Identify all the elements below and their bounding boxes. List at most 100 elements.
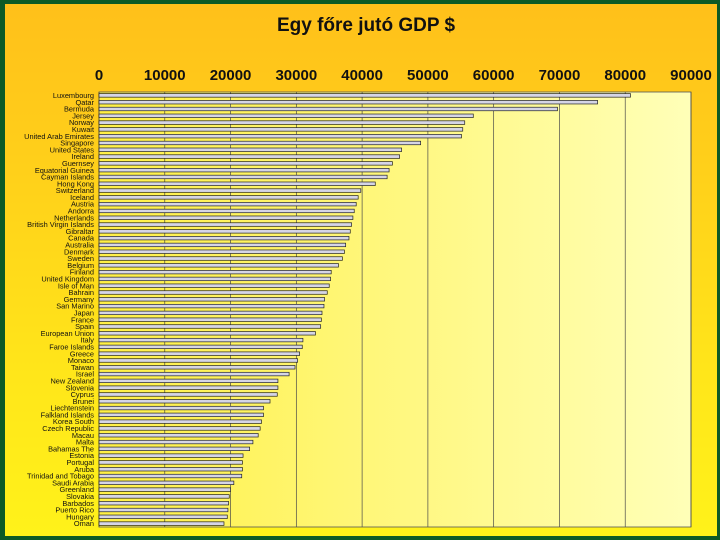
bar [98, 181, 376, 186]
category-label: Oman [74, 519, 94, 528]
bar [98, 297, 325, 302]
category-label: Finland [70, 268, 94, 277]
x-axis-ticks: 0 10000 20000 30000 40000 50000 60000 70000 8000… [95, 67, 712, 84]
category-label: European Union [41, 329, 94, 338]
category-label: Netherlands [54, 213, 94, 222]
category-label: Aruba [74, 465, 95, 474]
x-tick-label: 70000 [539, 67, 581, 84]
bar [98, 276, 331, 282]
category-label: New Zealand [50, 376, 94, 385]
bar [98, 242, 347, 248]
category-label: Greenland [59, 485, 94, 494]
bar [98, 405, 264, 411]
bar [98, 270, 332, 275]
bar [98, 147, 402, 152]
bar [98, 106, 558, 112]
bar [98, 331, 316, 336]
category-label: Germany [64, 295, 95, 304]
category-label: Liechtenstein [50, 404, 94, 413]
bar [98, 453, 244, 458]
category-label: Hong Kong [57, 179, 94, 188]
category-label: Bahrain [69, 288, 94, 297]
category-label: Slovakia [66, 492, 95, 501]
bar [98, 317, 322, 322]
category-label: Japan [74, 308, 94, 317]
bar [98, 134, 462, 139]
category-label: Sweden [67, 254, 94, 263]
category-label: Norway [69, 118, 94, 127]
bar [98, 222, 352, 227]
category-label: France [71, 315, 94, 324]
bar [98, 399, 271, 404]
category-label: Trinidad and Tobago [27, 472, 94, 481]
bar [98, 113, 474, 118]
category-label: Brunei [73, 397, 95, 406]
category-label: Macau [72, 431, 94, 440]
category-label: Luxembourg [53, 91, 94, 100]
bar [98, 93, 631, 98]
category-label: Bahamas The [48, 444, 94, 453]
bar [98, 263, 339, 268]
category-label: Korea South [53, 417, 94, 426]
bar [98, 202, 357, 207]
category-label: Italy [80, 336, 94, 345]
bar [98, 419, 262, 424]
bar [98, 303, 325, 309]
x-tick-label: 60000 [473, 67, 515, 84]
category-label: Gibraltar [66, 227, 95, 236]
bar [98, 168, 390, 173]
bar [98, 487, 231, 492]
bar [98, 310, 323, 316]
category-label: Denmark [64, 247, 94, 256]
bar [98, 208, 355, 214]
category-label: Belgium [67, 261, 94, 270]
category-label: Qatar [76, 98, 95, 107]
bar [98, 473, 243, 479]
category-label: Ireland [71, 152, 94, 161]
bar [98, 514, 228, 519]
bar [98, 378, 279, 383]
bar [98, 283, 330, 288]
category-label: Isle of Man [58, 281, 94, 290]
category-label: Cyprus [71, 390, 95, 399]
category-label: Slovenia [66, 383, 95, 392]
category-label: Canada [68, 234, 95, 243]
bar [98, 426, 261, 431]
category-label: Guernsey [62, 159, 94, 168]
bar [98, 188, 362, 193]
category-label: Puerto Rico [55, 506, 94, 515]
category-label: Equatorial Guinea [35, 166, 95, 175]
category-label: Czech Republic [42, 424, 94, 433]
x-tick-label: 90000 [670, 67, 712, 84]
x-tick-label: 30000 [275, 67, 317, 84]
category-label: Greece [70, 349, 94, 358]
category-label: United Arab Emirates [24, 132, 94, 141]
bars [98, 93, 631, 526]
bar [98, 521, 225, 526]
chart-title: Egy főre jutó GDP $ [276, 15, 456, 36]
category-label: Estonia [69, 451, 95, 460]
category-label: Hungary [66, 512, 94, 521]
bar [98, 229, 351, 234]
bar [98, 215, 354, 220]
category-label: Spain [75, 322, 94, 331]
bar [98, 412, 264, 417]
category-label: Australia [65, 241, 95, 250]
category-label: Iceland [70, 193, 94, 202]
bar [98, 460, 243, 465]
x-tick-label: 50000 [407, 67, 449, 84]
x-tick-label: 40000 [341, 67, 383, 84]
x-tick-label: 20000 [210, 67, 252, 84]
category-label: Switzerland [56, 186, 94, 195]
bar [98, 351, 300, 356]
bar [98, 494, 230, 499]
category-label: United Kingdom [41, 275, 94, 284]
bar [98, 392, 278, 397]
bar [98, 249, 345, 254]
category-label: Singapore [60, 139, 94, 148]
category-label: San Marino [56, 302, 94, 311]
category-label: Taiwan [71, 363, 94, 372]
bar [98, 127, 464, 132]
category-label: British Virgin Islands [27, 220, 94, 229]
x-tick-label: 10000 [144, 67, 186, 84]
